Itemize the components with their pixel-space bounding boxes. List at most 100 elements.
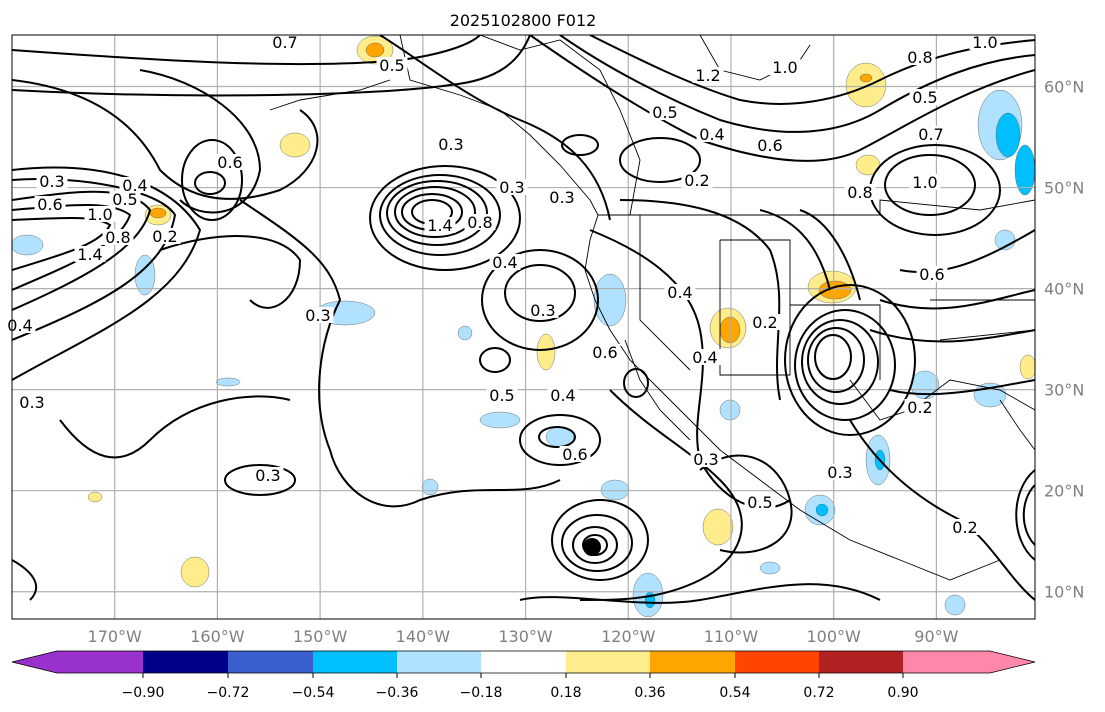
contour-label: 0.5 xyxy=(747,493,772,512)
colorbar-segment xyxy=(12,651,143,673)
shaded-region xyxy=(536,333,556,371)
colorbar-tick-label: −0.36 xyxy=(376,685,419,701)
contour-label-bg xyxy=(664,284,696,300)
contour-label-bg xyxy=(749,314,781,330)
colorbar-tick-label: −0.72 xyxy=(207,685,250,701)
contour-label: 0.2 xyxy=(952,518,977,537)
contour-label: 0.4 xyxy=(667,283,692,302)
colorbar-tick-label: 0.72 xyxy=(803,685,834,701)
contour-label: 0.8 xyxy=(467,213,492,232)
x-tick-label: 110°W xyxy=(704,627,759,646)
contour-label: 0.8 xyxy=(847,183,872,202)
contour-label: 0.3 xyxy=(549,188,574,207)
y-tick-label: 30°N xyxy=(1044,381,1084,400)
colorbar-segment xyxy=(735,651,819,673)
contour-label: 1.4 xyxy=(77,245,102,264)
contour-label-bg xyxy=(102,229,134,245)
contour-label: 0.5 xyxy=(112,190,137,209)
shaded-region xyxy=(134,254,156,296)
contour-label-bg xyxy=(696,126,728,142)
contour-label-bg xyxy=(909,89,941,105)
contour-label-bg xyxy=(904,399,936,415)
shaded-region xyxy=(215,377,241,387)
contour-label-bg xyxy=(424,217,456,233)
contour-label: 0.4 xyxy=(692,348,717,367)
contour-label: 0.2 xyxy=(684,171,709,190)
shaded-region xyxy=(859,73,873,83)
axis-ticks: 170°W 160°W 150°W 140°W 130°W 120°W 110°W 100°W… xyxy=(88,78,1085,646)
contour-label: 0.5 xyxy=(652,103,677,122)
contour-label: 0.7 xyxy=(918,125,943,144)
contour-label-bg xyxy=(559,446,591,462)
contour-label-bg xyxy=(84,206,116,222)
contour-label: 0.4 xyxy=(699,125,724,144)
contour-label: 0.6 xyxy=(757,136,782,155)
contour-label-bg xyxy=(681,172,713,188)
contour-label-bg xyxy=(969,34,1001,50)
contour-labels: 0.70.50.30.3 0.40.50.61.00.8 0.21.40.60.40… xyxy=(4,33,1001,537)
colorbar-segment xyxy=(903,651,1035,673)
colorbar-tick-label: 0.90 xyxy=(887,685,918,701)
contour-label-bg xyxy=(109,191,141,207)
contour-label: 0.8 xyxy=(907,48,932,67)
x-tick-label: 100°W xyxy=(807,627,862,646)
colorbar-tick-label: 0.18 xyxy=(550,685,581,701)
colorbar-segment xyxy=(313,651,397,673)
contour-label-bg xyxy=(824,464,856,480)
contour-label: 0.3 xyxy=(499,178,524,197)
contour-label-bg xyxy=(149,228,181,244)
contour-label: 1.0 xyxy=(912,173,937,192)
contour-label-bg xyxy=(589,344,621,360)
contour-label: 0.4 xyxy=(550,386,575,405)
colorbar-segment xyxy=(819,651,903,673)
shaded-region xyxy=(845,62,887,108)
y-tick-label: 40°N xyxy=(1044,280,1084,299)
contour-label-bg xyxy=(489,254,521,270)
colorbar-tick-label: −0.18 xyxy=(460,685,503,701)
contour-label: 0.3 xyxy=(827,463,852,482)
contour-label: 0.7 xyxy=(272,33,297,52)
map-frame xyxy=(11,34,1036,620)
contour-label: 0.6 xyxy=(592,343,617,362)
contour-label-bg xyxy=(915,126,947,142)
x-tick-label: 170°W xyxy=(88,627,143,646)
contour-label-bg xyxy=(649,104,681,120)
shaded-region xyxy=(1014,144,1035,196)
x-tick-label: 120°W xyxy=(601,627,656,646)
shaded-region xyxy=(149,207,167,219)
contour-label-bg xyxy=(302,307,334,323)
contour-label-bg xyxy=(36,173,68,189)
colorbar-segment xyxy=(566,651,650,673)
contour-label-bg xyxy=(904,49,936,65)
contour-label: 0.6 xyxy=(562,445,587,464)
shaded-region xyxy=(600,479,630,501)
contour-label-bg xyxy=(744,494,776,510)
contour-label-bg xyxy=(769,59,801,75)
x-tick-label: 130°W xyxy=(498,627,553,646)
contour-label: 0.4 xyxy=(7,316,32,335)
contour-label-bg xyxy=(16,394,48,410)
x-tick-label: 150°W xyxy=(293,627,348,646)
contour-label-bg xyxy=(119,177,151,193)
x-tick-label: 90°W xyxy=(914,627,958,646)
contour-label-bg xyxy=(949,519,981,535)
contour-label: 0.3 xyxy=(39,172,64,191)
shaded-region xyxy=(365,42,385,58)
contour-label-bg xyxy=(496,179,528,195)
colorbar: −0.90 −0.72 −0.54 −0.36 −0.18 0.18 0.36 0.54 0.7… xyxy=(11,650,1036,701)
contour-label: 1.0 xyxy=(772,58,797,77)
contour-label-bg xyxy=(34,196,66,212)
contour-label: 0.5 xyxy=(912,88,937,107)
shaded-region xyxy=(944,594,966,616)
contour-label-bg xyxy=(689,349,721,365)
contour-label: 0.2 xyxy=(752,313,777,332)
contour-label: 0.5 xyxy=(379,56,404,75)
contour-label: 0.3 xyxy=(19,393,44,412)
chart-title: 2025102800 F012 xyxy=(450,11,597,30)
colorbar-tick-label: 0.54 xyxy=(719,685,750,701)
colorbar-tick-label: −0.54 xyxy=(292,685,335,701)
contour-label-bg xyxy=(464,214,496,230)
contour-label: 0.4 xyxy=(122,176,147,195)
shaded-region xyxy=(1019,354,1035,380)
contour-label-bg xyxy=(916,266,948,282)
